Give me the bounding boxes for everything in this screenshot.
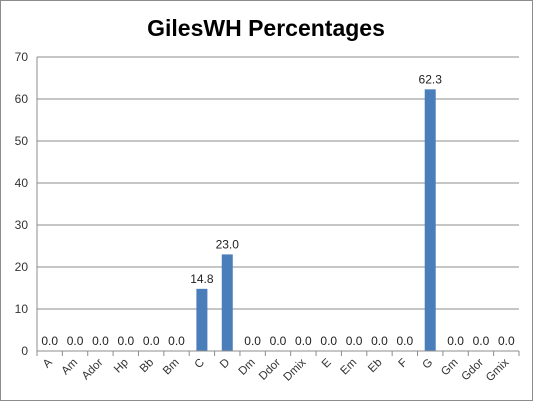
y-tick-label: 40 (15, 176, 29, 190)
data-label: 0.0 (396, 334, 413, 348)
x-tick-label: Eb (366, 357, 384, 375)
data-label: 0.0 (168, 334, 185, 348)
bar-d (221, 254, 233, 351)
data-label: 0.0 (498, 334, 515, 348)
data-label: 62.3 (419, 72, 443, 86)
data-label: 0.0 (270, 334, 287, 348)
x-tick-label: F (397, 357, 410, 370)
y-tick-label: 50 (15, 134, 29, 148)
y-axis: 0 10 20 30 40 50 60 70 (15, 50, 38, 358)
x-tick-label: Dmix (281, 356, 308, 383)
y-tick-label: 20 (15, 260, 29, 274)
x-tick-label: Bm (161, 357, 182, 378)
x-tick-label: Gdor (459, 357, 486, 384)
x-tick-label: Hp (112, 357, 131, 376)
x-tick-label: E (320, 356, 334, 370)
bar-g (424, 89, 436, 351)
gridlines (37, 56, 519, 310)
data-label: 0.0 (295, 334, 312, 348)
data-label: 0.0 (92, 334, 109, 348)
data-labels: 0.0 0.0 0.0 0.0 0.0 0.0 14.8 23.0 0.0 0.0 0.0 0.0 0.… (41, 72, 515, 348)
data-label: 0.0 (371, 334, 388, 348)
x-tick-label: C (193, 357, 207, 371)
y-tick-label: 0 (21, 344, 28, 358)
data-label: 0.0 (41, 334, 58, 348)
x-tick-label: Gm (439, 357, 461, 379)
x-tick-label: Ddor (257, 357, 283, 383)
x-tick-label: Bb (138, 357, 156, 375)
x-tick-label: A (41, 356, 55, 370)
data-label: 0.0 (143, 334, 160, 348)
data-label: 0.0 (67, 334, 84, 348)
x-tick-label: Ador (80, 357, 106, 383)
bar-c (196, 288, 208, 351)
x-tick-label: Gmix (484, 356, 512, 384)
data-label: 0.0 (346, 334, 363, 348)
data-label: 0.0 (447, 334, 464, 348)
y-tick-label: 10 (15, 302, 29, 316)
chart-title: GilesWH Percentages (147, 15, 385, 41)
x-tick-label: Dm (237, 357, 258, 378)
y-tick-label: 60 (15, 92, 29, 106)
data-label: 0.0 (473, 334, 490, 348)
data-label: 0.0 (117, 334, 134, 348)
data-label: 14.8 (190, 272, 214, 286)
x-tick-label: Am (59, 357, 80, 378)
data-label: 0.0 (320, 334, 337, 348)
x-tick-label: Em (339, 357, 360, 378)
data-label: 0.0 (244, 334, 261, 348)
x-tick-label: G (421, 357, 436, 372)
data-label: 23.0 (216, 237, 240, 251)
y-tick-label: 70 (15, 50, 29, 64)
y-tick-label: 30 (15, 218, 29, 232)
x-tick-label: D (218, 357, 232, 371)
bars (196, 89, 436, 351)
